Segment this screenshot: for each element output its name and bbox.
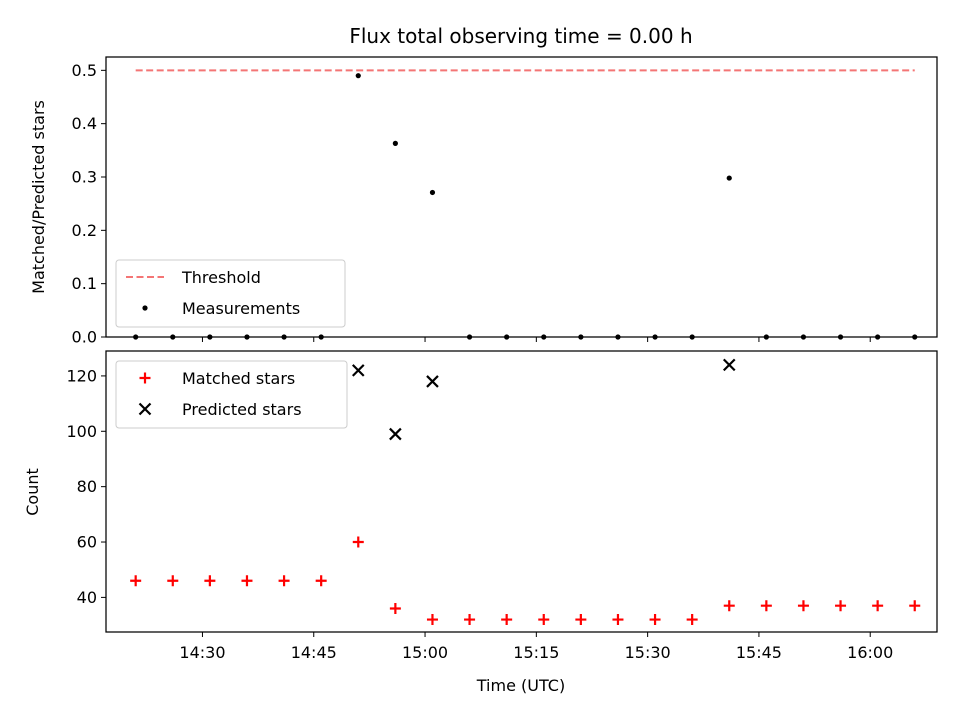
matched-star-point bbox=[872, 600, 884, 612]
matched-star-point bbox=[352, 536, 364, 548]
legend-label: Threshold bbox=[181, 268, 261, 287]
top-y-tick-label: 0.3 bbox=[72, 168, 97, 187]
top-panel: 0.0 0.1 0.2 0.3 0.4 0.5 Matched/Predicted sta… bbox=[29, 56, 938, 347]
matched-star-point bbox=[835, 600, 847, 612]
bottom-panel: 40 60 80 100 120 14:30 14:45 15:00 15:15 15:30 15… bbox=[23, 350, 938, 695]
bottom-y-axis-label: Count bbox=[23, 468, 42, 516]
legend-frame bbox=[115, 259, 346, 328]
legend-frame bbox=[115, 360, 348, 429]
matched-star-point bbox=[241, 575, 253, 587]
x-tick-label: 14:30 bbox=[179, 643, 225, 662]
legend-swatch-measurements bbox=[142, 305, 148, 311]
bottom-plot-marks bbox=[130, 358, 921, 626]
top-legend: Threshold Measurements bbox=[115, 259, 346, 328]
predicted-star-point bbox=[722, 358, 736, 372]
matched-star-point bbox=[686, 614, 698, 626]
x-tick-label: 14:45 bbox=[291, 643, 337, 662]
top-y-tick-label: 0.0 bbox=[72, 328, 97, 347]
matched-star-point bbox=[464, 614, 476, 626]
bottom-y-tick-label: 120 bbox=[66, 366, 97, 385]
matched-star-point bbox=[167, 575, 179, 587]
top-y-tick-label: 0.4 bbox=[72, 114, 97, 133]
x-tick-label: 15:45 bbox=[736, 643, 782, 662]
bottom-axes-frame bbox=[105, 350, 938, 633]
bottom-y-tick-label: 80 bbox=[77, 477, 97, 496]
top-y-tick-label: 0.1 bbox=[72, 274, 97, 293]
matched-star-point bbox=[130, 575, 142, 587]
matched-star-point bbox=[278, 575, 290, 587]
matched-star-point bbox=[501, 614, 513, 626]
legend-label: Matched stars bbox=[182, 369, 295, 388]
bottom-y-tick-label: 100 bbox=[66, 422, 97, 441]
measurement-point bbox=[726, 175, 732, 181]
top-y-tick-label: 0.2 bbox=[72, 221, 97, 240]
bottom-y-axis: 40 60 80 100 120 bbox=[66, 366, 106, 607]
matched-star-point bbox=[760, 600, 772, 612]
matched-star-point bbox=[204, 575, 216, 587]
top-x-tick-marks bbox=[201, 337, 871, 342]
legend-label: Measurements bbox=[182, 299, 300, 318]
matched-star-point bbox=[797, 600, 809, 612]
top-y-axis: 0.0 0.1 0.2 0.3 0.4 0.5 bbox=[72, 61, 106, 347]
x-tick-label: 15:30 bbox=[625, 643, 671, 662]
matched-star-point bbox=[426, 614, 438, 626]
top-axes-frame bbox=[105, 56, 938, 338]
x-axis-label: Time (UTC) bbox=[476, 676, 565, 695]
x-tick-label: 15:00 bbox=[402, 643, 448, 662]
bottom-y-tick-label: 60 bbox=[77, 533, 97, 552]
matched-star-point bbox=[909, 600, 921, 612]
matched-star-point bbox=[389, 602, 401, 614]
matched-star-point bbox=[723, 600, 735, 612]
matched-star-point bbox=[612, 614, 624, 626]
legend-swatch-matched bbox=[139, 372, 151, 384]
legend-swatch-predicted bbox=[138, 402, 152, 416]
measurement-point bbox=[392, 140, 398, 146]
top-y-axis-label: Matched/Predicted stars bbox=[29, 100, 48, 294]
matched-star-point bbox=[538, 614, 550, 626]
matched-star-point bbox=[575, 614, 587, 626]
bottom-legend: Matched stars Predicted stars bbox=[115, 360, 348, 429]
bottom-x-axis: 14:30 14:45 15:00 15:15 15:30 15:45 16:00 bbox=[179, 632, 893, 662]
x-tick-label: 16:00 bbox=[847, 643, 893, 662]
predicted-star-point bbox=[426, 375, 439, 388]
top-plot-marks bbox=[133, 69, 918, 340]
matched-star-point bbox=[315, 575, 327, 587]
predicted-star-point bbox=[389, 427, 402, 441]
measurement-point bbox=[429, 189, 436, 196]
matched-star-point bbox=[649, 614, 661, 626]
top-y-tick-label: 0.5 bbox=[72, 61, 97, 80]
bottom-y-tick-label: 40 bbox=[77, 588, 97, 607]
measurement-point bbox=[355, 73, 361, 79]
legend-label: Predicted stars bbox=[182, 400, 302, 419]
predicted-star-point bbox=[351, 364, 365, 377]
chart-title: Flux total observing time = 0.00 h bbox=[349, 24, 692, 48]
x-tick-label: 15:15 bbox=[513, 643, 559, 662]
